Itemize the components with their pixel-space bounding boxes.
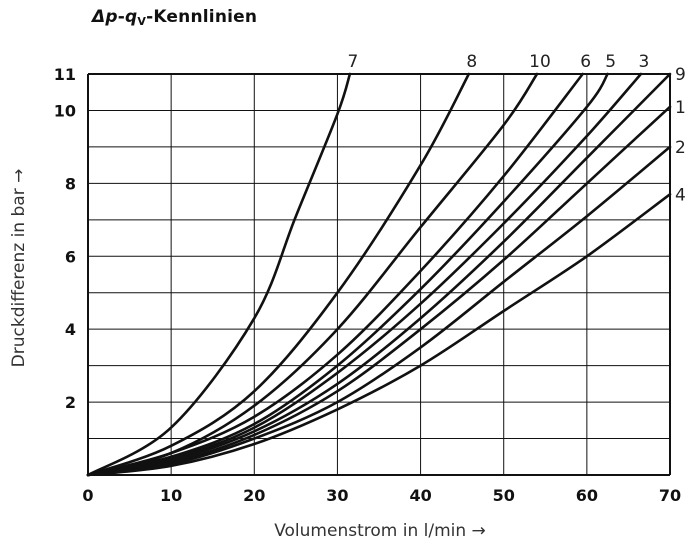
curve-1 — [86, 105, 672, 477]
curve-9 — [86, 72, 672, 477]
title-dash: - — [117, 7, 125, 27]
curve-8 — [86, 72, 471, 477]
curve-label-1: 1 — [675, 98, 685, 118]
y-tick-label-6: 6 — [65, 247, 76, 266]
x-tick-label-10: 10 — [160, 486, 182, 505]
title-q: q — [125, 7, 138, 27]
curve-6 — [86, 72, 584, 477]
curve-label-10: 10 — [529, 52, 551, 72]
curve-4 — [86, 193, 672, 477]
chart-title: Δp-qV-Kennlinien — [92, 7, 257, 28]
curve-label-8: 8 — [466, 52, 477, 72]
y-tick-label-10: 10 — [54, 101, 76, 120]
y-tick-label-4: 4 — [65, 320, 76, 339]
x-tick-label-60: 60 — [576, 486, 598, 505]
x-tick-label-40: 40 — [409, 486, 431, 505]
title-delta-p: Δp — [92, 7, 118, 27]
y-axis-title: Druckdifferenz in bar → — [9, 169, 29, 368]
curve-label-5: 5 — [605, 52, 616, 72]
curve-label-2: 2 — [675, 138, 685, 158]
x-tick-label-20: 20 — [243, 486, 265, 505]
title-rest: -Kennlinien — [146, 7, 258, 27]
y-tick-label-8: 8 — [65, 174, 76, 193]
curve-label-6: 6 — [580, 52, 591, 72]
curves — [86, 72, 672, 477]
curve-3 — [86, 72, 643, 477]
title-sub-v: V — [137, 15, 147, 28]
x-tick-label-70: 70 — [659, 486, 681, 505]
x-tick-label-0: 0 — [82, 486, 93, 505]
x-tick-label-30: 30 — [326, 486, 348, 505]
curve-labels: 7 8 10 6 5 3 9 1 2 4 — [347, 52, 685, 205]
tick-labels: 0 10 20 30 40 50 60 70 2 4 6 8 10 11 — [54, 65, 681, 505]
x-tick-label-50: 50 — [493, 486, 515, 505]
curve-label-3: 3 — [638, 52, 649, 72]
y-tick-label-11: 11 — [54, 65, 76, 84]
curve-7 — [86, 72, 352, 477]
curve-5 — [86, 72, 609, 477]
curve-label-9: 9 — [675, 65, 685, 85]
curve-2 — [86, 145, 672, 477]
curve-label-7: 7 — [347, 52, 358, 72]
curve-label-4: 4 — [675, 185, 685, 205]
y-tick-label-2: 2 — [65, 393, 76, 412]
x-axis-title: Volumenstrom in l/min → — [274, 521, 486, 541]
grid — [87, 73, 671, 476]
